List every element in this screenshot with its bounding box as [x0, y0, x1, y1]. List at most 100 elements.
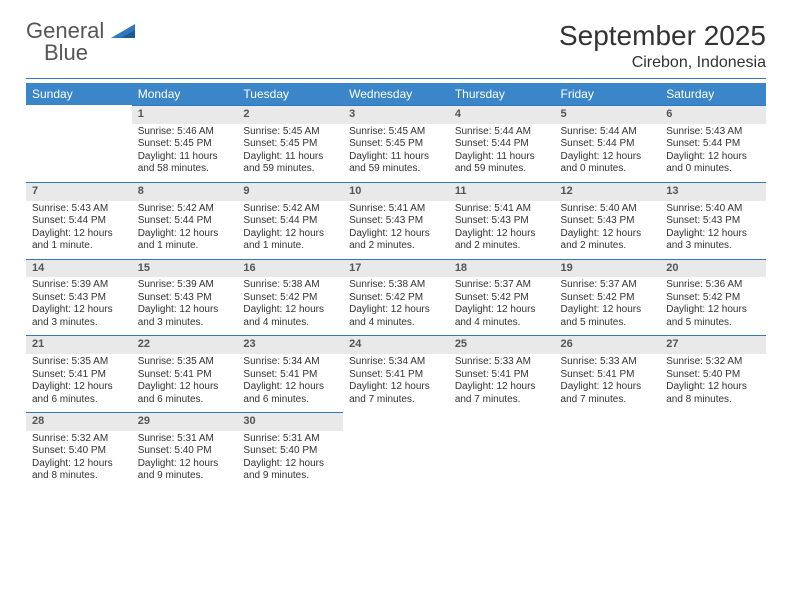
sunset-line: Sunset: 5:44 PM — [561, 138, 655, 151]
day-number: 5 — [555, 105, 661, 124]
day-details: Sunrise: 5:39 AMSunset: 5:43 PMDaylight:… — [132, 277, 238, 335]
daylight-line: Daylight: 12 hours and 3 minutes. — [666, 228, 760, 253]
day-number: 6 — [660, 105, 766, 124]
day-number: 15 — [132, 259, 238, 278]
calendar-empty-cell — [26, 105, 132, 182]
day-number: 24 — [343, 335, 449, 354]
daylight-line: Daylight: 12 hours and 7 minutes. — [455, 381, 549, 406]
day-number: 29 — [132, 412, 238, 431]
logo: General Blue — [26, 20, 135, 65]
sunset-line: Sunset: 5:40 PM — [243, 445, 337, 458]
daylight-line: Daylight: 12 hours and 1 minute. — [138, 228, 232, 253]
day-number: 27 — [660, 335, 766, 354]
sunset-line: Sunset: 5:44 PM — [32, 215, 126, 228]
calendar-header-row: SundayMondayTuesdayWednesdayThursdayFrid… — [26, 83, 766, 105]
calendar-day-cell: 16Sunrise: 5:38 AMSunset: 5:42 PMDayligh… — [237, 259, 343, 336]
calendar-day-cell: 27Sunrise: 5:32 AMSunset: 5:40 PMDayligh… — [660, 335, 766, 412]
day-details: Sunrise: 5:34 AMSunset: 5:41 PMDaylight:… — [237, 354, 343, 412]
sunrise-line: Sunrise: 5:39 AM — [32, 279, 126, 292]
day-number: 22 — [132, 335, 238, 354]
day-details: Sunrise: 5:46 AMSunset: 5:45 PMDaylight:… — [132, 124, 238, 182]
daylight-line: Daylight: 12 hours and 4 minutes. — [455, 304, 549, 329]
calendar-day-cell: 29Sunrise: 5:31 AMSunset: 5:40 PMDayligh… — [132, 412, 238, 489]
calendar-day-cell: 14Sunrise: 5:39 AMSunset: 5:43 PMDayligh… — [26, 259, 132, 336]
calendar-week-row: 14Sunrise: 5:39 AMSunset: 5:43 PMDayligh… — [26, 259, 766, 336]
calendar-day-cell: 15Sunrise: 5:39 AMSunset: 5:43 PMDayligh… — [132, 259, 238, 336]
sunrise-line: Sunrise: 5:36 AM — [666, 279, 760, 292]
daylight-line: Daylight: 12 hours and 8 minutes. — [32, 458, 126, 483]
calendar-day-cell: 7Sunrise: 5:43 AMSunset: 5:44 PMDaylight… — [26, 182, 132, 259]
sunset-line: Sunset: 5:41 PM — [561, 369, 655, 382]
day-details: Sunrise: 5:45 AMSunset: 5:45 PMDaylight:… — [343, 124, 449, 182]
sunrise-line: Sunrise: 5:46 AM — [138, 126, 232, 139]
sunset-line: Sunset: 5:43 PM — [349, 215, 443, 228]
sunset-line: Sunset: 5:42 PM — [561, 292, 655, 305]
daylight-line: Daylight: 12 hours and 1 minute. — [32, 228, 126, 253]
sunset-line: Sunset: 5:44 PM — [666, 138, 760, 151]
sunset-line: Sunset: 5:44 PM — [455, 138, 549, 151]
sunset-line: Sunset: 5:41 PM — [349, 369, 443, 382]
day-number: 20 — [660, 259, 766, 278]
calendar-day-cell: 23Sunrise: 5:34 AMSunset: 5:41 PMDayligh… — [237, 335, 343, 412]
sunrise-line: Sunrise: 5:40 AM — [666, 203, 760, 216]
daylight-line: Daylight: 12 hours and 1 minute. — [243, 228, 337, 253]
calendar-day-cell: 10Sunrise: 5:41 AMSunset: 5:43 PMDayligh… — [343, 182, 449, 259]
day-number: 8 — [132, 182, 238, 201]
day-details: Sunrise: 5:33 AMSunset: 5:41 PMDaylight:… — [449, 354, 555, 412]
calendar-page: General Blue September 2025 Cirebon, Ind… — [0, 0, 792, 612]
day-details: Sunrise: 5:41 AMSunset: 5:43 PMDaylight:… — [343, 201, 449, 259]
sunset-line: Sunset: 5:43 PM — [561, 215, 655, 228]
day-details: Sunrise: 5:41 AMSunset: 5:43 PMDaylight:… — [449, 201, 555, 259]
day-details: Sunrise: 5:42 AMSunset: 5:44 PMDaylight:… — [237, 201, 343, 259]
daylight-line: Daylight: 12 hours and 6 minutes. — [243, 381, 337, 406]
sunrise-line: Sunrise: 5:45 AM — [349, 126, 443, 139]
day-number: 10 — [343, 182, 449, 201]
sunset-line: Sunset: 5:42 PM — [243, 292, 337, 305]
sunrise-line: Sunrise: 5:44 AM — [561, 126, 655, 139]
daylight-line: Daylight: 12 hours and 9 minutes. — [138, 458, 232, 483]
day-details: Sunrise: 5:37 AMSunset: 5:42 PMDaylight:… — [449, 277, 555, 335]
day-number: 11 — [449, 182, 555, 201]
calendar-table: SundayMondayTuesdayWednesdayThursdayFrid… — [26, 83, 766, 489]
daylight-line: Daylight: 12 hours and 7 minutes. — [561, 381, 655, 406]
sunset-line: Sunset: 5:45 PM — [138, 138, 232, 151]
day-details: Sunrise: 5:31 AMSunset: 5:40 PMDaylight:… — [132, 431, 238, 489]
sunrise-line: Sunrise: 5:41 AM — [349, 203, 443, 216]
sunrise-line: Sunrise: 5:43 AM — [666, 126, 760, 139]
sunrise-line: Sunrise: 5:42 AM — [138, 203, 232, 216]
weekday-header: Friday — [555, 83, 661, 105]
day-details: Sunrise: 5:39 AMSunset: 5:43 PMDaylight:… — [26, 277, 132, 335]
sunset-line: Sunset: 5:43 PM — [138, 292, 232, 305]
daylight-line: Daylight: 12 hours and 0 minutes. — [666, 151, 760, 176]
day-details: Sunrise: 5:35 AMSunset: 5:41 PMDaylight:… — [132, 354, 238, 412]
calendar-empty-cell — [343, 412, 449, 489]
title-block: September 2025 Cirebon, Indonesia — [559, 20, 766, 72]
calendar-day-cell: 26Sunrise: 5:33 AMSunset: 5:41 PMDayligh… — [555, 335, 661, 412]
daylight-line: Daylight: 11 hours and 59 minutes. — [349, 151, 443, 176]
daylight-line: Daylight: 12 hours and 7 minutes. — [349, 381, 443, 406]
calendar-day-cell: 6 Sunrise: 5:43 AMSunset: 5:44 PMDaylight… — [660, 105, 766, 182]
calendar-day-cell: 3Sunrise: 5:45 AMSunset: 5:45 PMDaylight… — [343, 105, 449, 182]
day-number: 1 — [132, 105, 238, 124]
day-details: Sunrise: 5:42 AMSunset: 5:44 PMDaylight:… — [132, 201, 238, 259]
sunrise-line: Sunrise: 5:35 AM — [138, 356, 232, 369]
day-details: Sunrise: 5:44 AMSunset: 5:44 PMDaylight:… — [449, 124, 555, 182]
sunset-line: Sunset: 5:40 PM — [138, 445, 232, 458]
sunset-line: Sunset: 5:43 PM — [666, 215, 760, 228]
day-number: 28 — [26, 412, 132, 431]
sunset-line: Sunset: 5:45 PM — [243, 138, 337, 151]
sunrise-line: Sunrise: 5:42 AM — [243, 203, 337, 216]
day-number: 18 — [449, 259, 555, 278]
sunrise-line: Sunrise: 5:33 AM — [455, 356, 549, 369]
daylight-line: Daylight: 12 hours and 4 minutes. — [243, 304, 337, 329]
day-details: Sunrise: 5:38 AMSunset: 5:42 PMDaylight:… — [343, 277, 449, 335]
sunrise-line: Sunrise: 5:44 AM — [455, 126, 549, 139]
day-details: Sunrise: 5:44 AMSunset: 5:44 PMDaylight:… — [555, 124, 661, 182]
weekday-header: Sunday — [26, 83, 132, 105]
calendar-day-cell: 19Sunrise: 5:37 AMSunset: 5:42 PMDayligh… — [555, 259, 661, 336]
sunrise-line: Sunrise: 5:34 AM — [349, 356, 443, 369]
sunrise-line: Sunrise: 5:40 AM — [561, 203, 655, 216]
day-number: 4 — [449, 105, 555, 124]
page-subtitle: Cirebon, Indonesia — [559, 54, 766, 72]
daylight-line: Daylight: 11 hours and 59 minutes. — [455, 151, 549, 176]
